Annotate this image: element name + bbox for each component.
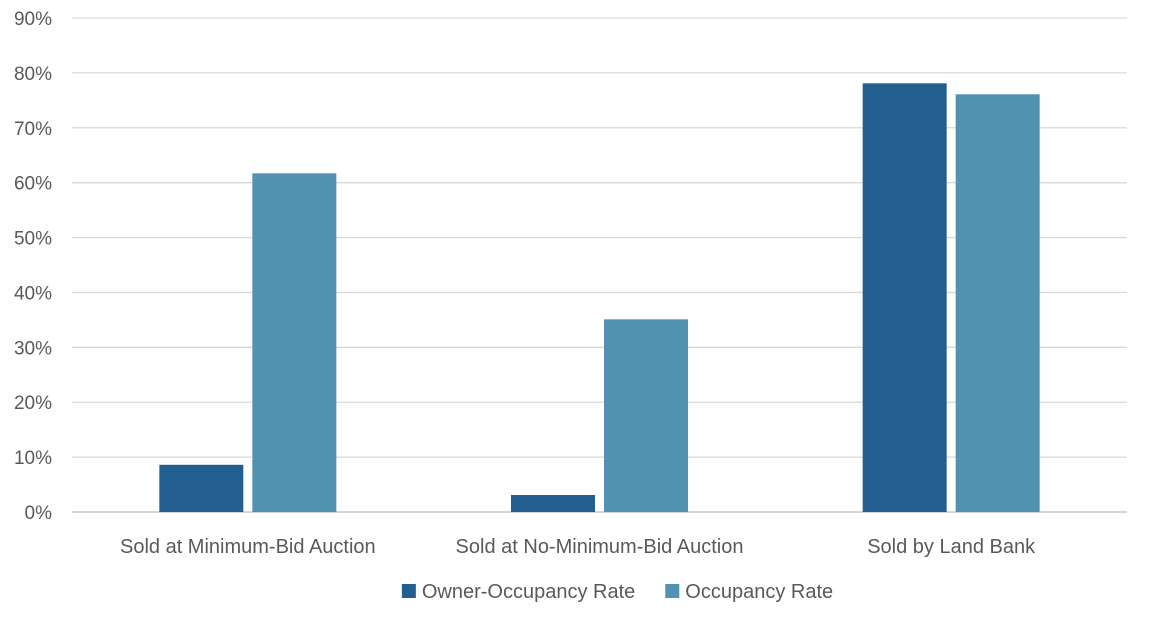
bar-owner-occupancy-rate-3: [862, 83, 947, 512]
y-tick-label: 50%: [14, 229, 52, 250]
legend-label: Owner-Occupancy Rate: [422, 581, 635, 603]
gridlines: [72, 17, 1127, 513]
bar-occupancy-rate-3: [955, 94, 1040, 512]
y-axis-ticks: 0% 10% 20% 30% 40% 50% 60% 70% 80% 90%: [14, 9, 52, 524]
legend-swatch: [401, 584, 416, 598]
y-tick-label: 10%: [14, 448, 52, 469]
y-tick-label: 60%: [14, 174, 52, 195]
y-tick-label: 40%: [14, 283, 52, 304]
bar-owner-occupancy-rate-1: [159, 464, 244, 512]
legend-swatch: [665, 584, 680, 598]
y-tick-label: 90%: [14, 9, 52, 30]
legend: Owner-Occupancy Rate Occupancy Rate: [401, 581, 833, 603]
legend-label: Occupancy Rate: [685, 581, 833, 603]
y-tick-label: 30%: [14, 338, 52, 359]
x-category-label: Sold by Land Bank: [867, 536, 1036, 558]
bar-occupancy-rate-1: [252, 173, 337, 512]
bar-occupancy-rate-2: [604, 319, 688, 512]
x-category-label: Sold at Minimum-Bid Auction: [120, 536, 376, 558]
x-axis-labels: Sold at Minimum-Bid Auction Sold at No-Mi…: [120, 536, 1036, 558]
y-tick-label: 80%: [14, 64, 52, 85]
y-tick-label: 70%: [14, 119, 52, 140]
x-category-label: Sold at No-Minimum-Bid Auction: [456, 536, 744, 558]
y-tick-label: 0%: [25, 503, 53, 524]
bars: [159, 83, 1040, 512]
bar-owner-occupancy-rate-2: [511, 494, 595, 512]
y-tick-label: 20%: [14, 393, 52, 414]
